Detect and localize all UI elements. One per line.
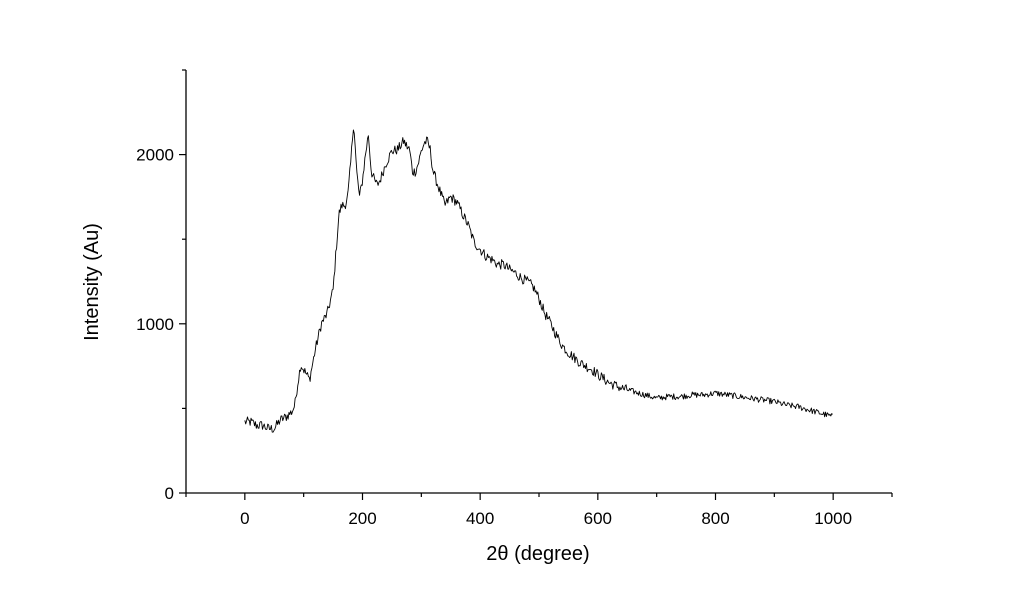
x-ticks: 0 200 400 600 800 1000	[185, 493, 893, 528]
axes: 0 200 400 600 800 1000 0 1000 2000	[136, 69, 893, 528]
x-tick-label: 800	[701, 509, 729, 528]
x-tick-label: 400	[466, 509, 494, 528]
y-ticks: 0 1000 2000	[136, 69, 186, 503]
series-line	[244, 129, 833, 433]
y-tick-label: 0	[165, 484, 174, 503]
x-tick-label: 600	[584, 509, 612, 528]
x-axis-title: 2θ (degree)	[486, 543, 589, 565]
y-axis-title: Intensity (Au)	[81, 223, 103, 341]
y-tick-label: 2000	[136, 146, 174, 165]
x-tick-label: 1000	[814, 509, 852, 528]
x-tick-label: 200	[348, 509, 376, 528]
x-tick-label: 0	[240, 509, 249, 528]
y-tick-label: 1000	[136, 315, 174, 334]
